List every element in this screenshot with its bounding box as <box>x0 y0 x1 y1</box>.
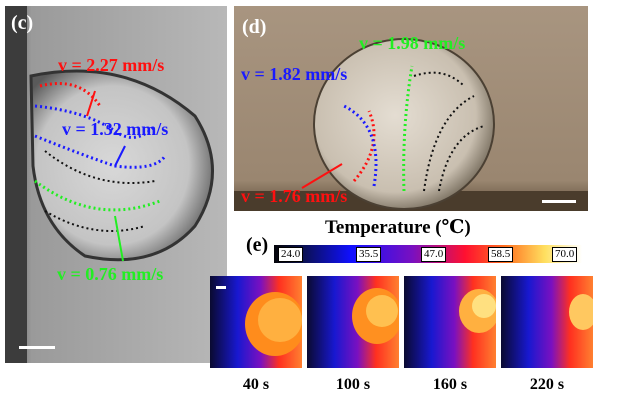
colorbar-tick: 24.0 <box>278 247 304 262</box>
time-label: 40 s <box>242 376 270 393</box>
time-label: 100 s <box>335 376 371 393</box>
panel-d-label: (d) <box>242 16 267 38</box>
velocity-label-green-d: v = 1.98 mm/s <box>359 33 466 53</box>
velocity-label-green: v = 0.76 mm/s <box>57 264 164 284</box>
colorbar-tick: 47.0 <box>421 247 447 262</box>
colorbar-tick: 70.0 <box>552 247 578 262</box>
panel-c-droplet-photo: (c) v = 2.27 mm/s v = 1.32 mm/s v = 0.76… <box>5 6 227 363</box>
panel-c-image <box>5 6 227 363</box>
thermal-image-220s <box>501 276 593 368</box>
colorbar-tick: 58.5 <box>488 247 514 262</box>
thermal-image-40s <box>210 276 302 368</box>
time-label: 220 s <box>529 376 565 393</box>
velocity-label-blue: v = 1.32 mm/s <box>62 119 169 139</box>
velocity-label-red: v = 2.27 mm/s <box>58 55 165 75</box>
scale-bar-d <box>542 200 576 203</box>
thermal-image-160s <box>404 276 496 368</box>
panel-e-label: (e) <box>246 234 269 256</box>
time-label: 160 s <box>432 376 468 393</box>
velocity-label-red-d: v = 1.76 mm/s <box>241 186 348 206</box>
colorbar-tick: 35.5 <box>356 247 382 262</box>
colorbar-title: Temperature (℃) <box>325 217 471 238</box>
thermal-image-100s <box>307 276 399 368</box>
panel-d-image <box>234 6 588 211</box>
scale-bar <box>19 346 55 349</box>
panel-c-label: (c) <box>11 12 34 34</box>
velocity-label-blue-d: v = 1.82 mm/s <box>241 64 348 84</box>
panel-d-droplet-photo: (d) v = 1.98 mm/s v = 1.82 mm/s v = 1.76… <box>234 6 588 211</box>
